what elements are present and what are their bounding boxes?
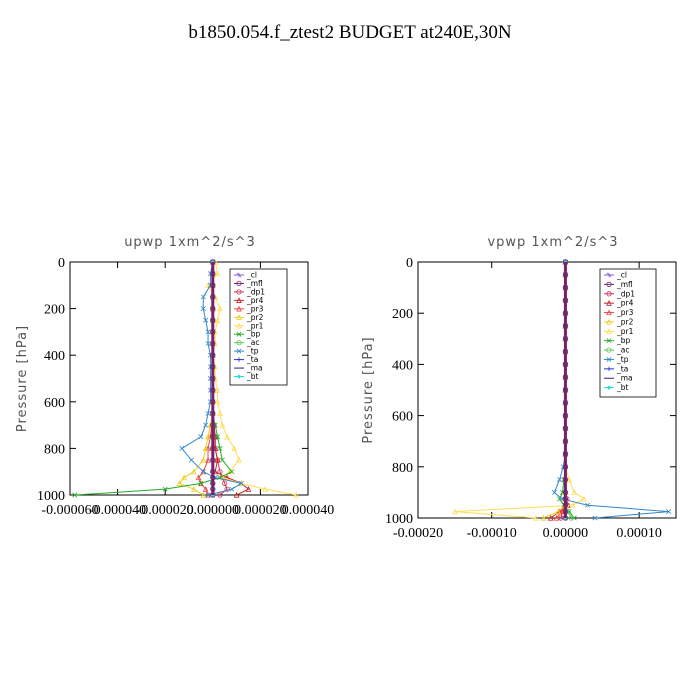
- legend-label: _bt: [616, 383, 629, 392]
- y-tick-label: 400: [392, 358, 413, 373]
- legend-label: _tp: [246, 347, 259, 356]
- x-tick-label: 0.00010: [616, 526, 662, 541]
- legend-label: _pr2: [616, 317, 634, 326]
- plot-frame: [69, 261, 309, 496]
- legend: _cl_mfl_dp1_pr4_pr3_pr2_pr1_bp_ac_tp_ta_…: [599, 268, 657, 398]
- legend-label: _pr4: [616, 299, 634, 308]
- legend-label: _dp1: [616, 289, 635, 298]
- series-pr2: [176, 258, 216, 498]
- legend-label: _ma: [616, 374, 633, 383]
- legend-label: _bp: [246, 330, 261, 339]
- legend-label: _mfl: [246, 279, 263, 288]
- chart-upwp: upwp 1xm^2/s^3 Pressure [hPa] 0 200 400 600 80…: [15, 235, 334, 518]
- legend-label: _cl: [616, 271, 627, 280]
- chart-title: upwp 1xm^2/s^3: [124, 235, 256, 250]
- x-tick-label: -0.00010: [467, 526, 517, 541]
- y-tick-label: 0: [406, 256, 413, 271]
- legend: _cl_mfl_dp1_pr4_pr3_pr2_pr1_bp_ac_tp_ta_…: [229, 268, 288, 386]
- series-line: [543, 262, 566, 519]
- y-tick-label: 1000: [385, 512, 413, 527]
- legend-label: _cl: [246, 271, 257, 280]
- legend-label: _ac: [616, 346, 629, 355]
- x-tick-label: 0.000040: [282, 503, 335, 518]
- legend-label: _bt: [246, 372, 259, 381]
- legend-label: _pr4: [246, 296, 264, 305]
- legend-label: _mfl: [616, 280, 633, 289]
- series-mfl: [210, 259, 216, 498]
- series-mfl: [562, 259, 569, 521]
- legend-label: _ta: [246, 355, 258, 364]
- legend-label: _pr3: [246, 304, 264, 313]
- legend-label: _pr3: [616, 308, 634, 317]
- legend-box: [599, 268, 657, 398]
- legend-label: _bp: [616, 336, 631, 345]
- x-tick-label: 0.00000: [543, 526, 589, 541]
- legend-label: _pr1: [246, 321, 264, 330]
- y-tick-label: 400: [44, 349, 65, 364]
- legend-label: _ac: [246, 338, 259, 347]
- legend-label: _ta: [616, 364, 628, 373]
- y-tick-label: 600: [44, 396, 65, 411]
- x-tick-label: 0.000020: [234, 503, 287, 518]
- y-tick-label: 200: [392, 307, 413, 322]
- y-tick-label: 200: [44, 303, 65, 318]
- page-title: b1850.054.f_ztest2 BUDGET at240E,30N: [188, 22, 512, 43]
- y-tick-label: 800: [392, 461, 413, 476]
- y-tick-label: 0: [58, 256, 65, 271]
- legend-label: _tp: [616, 355, 629, 364]
- legend-box: [229, 268, 288, 386]
- chart-title: vpwp 1xm^2/s^3: [487, 235, 618, 250]
- legend-label: _pr1: [616, 327, 634, 336]
- legend-label: _dp1: [246, 287, 265, 296]
- y-axis-label: Pressure [hPa]: [15, 325, 30, 432]
- x-tick-label: -0.000040: [89, 503, 146, 518]
- chart-vpwp: vpwp 1xm^2/s^3 Pressure [hPa] 0 200 400 600 80…: [361, 235, 677, 541]
- plot-frame: [417, 261, 677, 519]
- y-axis-label: Pressure [hPa]: [361, 336, 376, 443]
- y-tick-label: 800: [44, 442, 65, 457]
- x-tick-label: -0.00020: [393, 526, 443, 541]
- y-tick-label: 600: [392, 410, 413, 425]
- legend-label: _ma: [246, 364, 263, 373]
- x-tick-label: -0.000060: [41, 503, 98, 518]
- legend-label: _pr2: [246, 313, 264, 322]
- y-tick-label: 1000: [37, 489, 65, 504]
- x-tick-label: -0.000020: [137, 503, 194, 518]
- x-tick-label: 0.000000: [187, 503, 240, 518]
